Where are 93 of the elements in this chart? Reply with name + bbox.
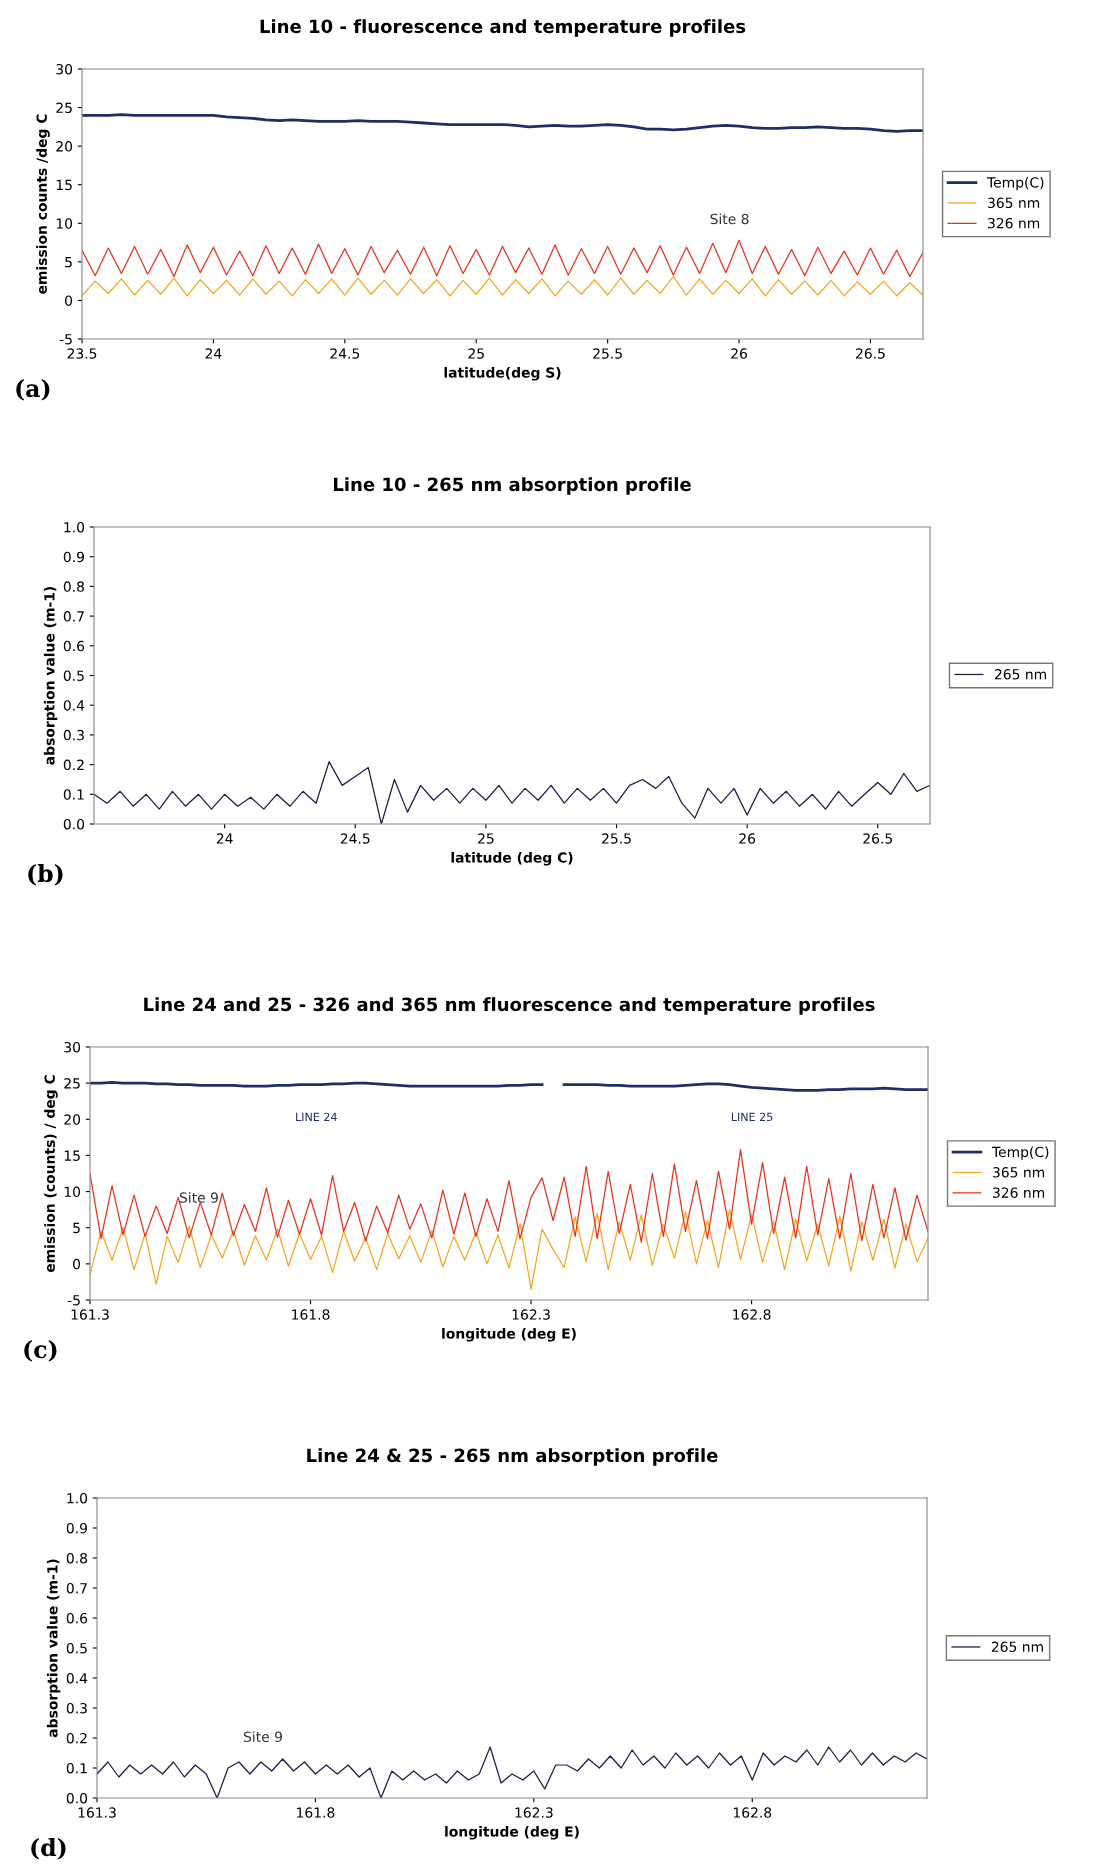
line-series — [82, 239, 923, 278]
y-tick-label: 0.5 — [66, 1642, 87, 1654]
y-axis-title: emission counts /deg C — [36, 114, 50, 294]
x-axis-title: longitude (deg E) — [445, 1826, 579, 1840]
y-tick-label: 0.9 — [63, 551, 84, 563]
line-series — [90, 1149, 928, 1243]
line-series — [82, 113, 923, 133]
x-tick-label: 25.5 — [593, 348, 622, 359]
chart-title: Line 24 and 25 - 326 and 365 nm fluorescence and temperature profiles — [144, 997, 875, 1015]
y-tick-label: 30 — [64, 1041, 81, 1053]
y-tick-label: 0 — [73, 1258, 81, 1270]
annotation: LINE 24 — [296, 1112, 337, 1121]
y-tick-label: 0.8 — [63, 581, 85, 592]
y-tick-label: 20 — [64, 1114, 81, 1125]
y-tick-label: 25 — [64, 1078, 80, 1089]
legend-label: 365 nm — [988, 197, 1040, 209]
y-tick-label: 0.0 — [66, 1792, 88, 1804]
x-tick-label: 25 — [468, 348, 484, 359]
x-tick-label: 23.5 — [67, 348, 97, 359]
y-tick-label: 0.3 — [63, 729, 84, 741]
y-tick-label: 0.2 — [63, 759, 84, 771]
y-tick-label: 0.5 — [63, 670, 84, 681]
y-tick-label: 0.4 — [66, 1672, 88, 1684]
text: (c) — [24, 1340, 57, 1362]
y-tick-label: 0.6 — [63, 640, 85, 652]
x-tick-label: 161.8 — [292, 1309, 330, 1320]
y-tick-label: 5 — [73, 1222, 80, 1234]
y-tick-label: 10 — [64, 1186, 81, 1198]
legend-label: 265 nm — [994, 669, 1047, 680]
x-tick-label: 162.8 — [733, 1309, 771, 1320]
annotation: Site 9 — [179, 1192, 218, 1203]
x-axis-title: latitude(deg S) — [444, 367, 561, 381]
x-tick-label: 25.5 — [602, 833, 631, 844]
x-tick-label: 24 — [216, 833, 233, 844]
y-tick-label: 1.0 — [64, 521, 85, 533]
y-tick-label: -5 — [67, 1295, 80, 1306]
annotation: LINE 25 — [731, 1112, 773, 1122]
y-axis-title: emission (counts) / deg C — [44, 1075, 58, 1273]
y-tick-label: 0.1 — [63, 789, 84, 800]
y-tick-label: 15 — [56, 179, 72, 191]
y-tick-label: -5 — [59, 334, 72, 345]
y-tick-label: 0.4 — [63, 700, 85, 711]
y-tick-label: 0.7 — [66, 1582, 87, 1594]
y-tick-label: 0.3 — [66, 1702, 87, 1714]
y-tick-label: 0 — [65, 295, 73, 306]
x-tick-label: 25 — [478, 833, 494, 844]
y-tick-label: 5 — [65, 257, 72, 268]
x-tick-label: 162.3 — [515, 1807, 553, 1818]
y-axis-title: absorption value (m-1) — [43, 586, 58, 765]
y-tick-label: 0.0 — [63, 818, 85, 830]
x-axis-title: latitude (deg C) — [451, 852, 573, 866]
text: (a) — [16, 379, 50, 401]
x-tick-label: 24.5 — [330, 348, 360, 359]
y-tick-label: 0.7 — [63, 611, 84, 622]
x-tick-label: 161.8 — [297, 1807, 335, 1818]
x-tick-label: 161.3 — [78, 1807, 116, 1818]
x-tick-label: 26.5 — [863, 833, 892, 844]
y-tick-label: 15 — [64, 1150, 80, 1161]
annotation: Site 9 — [243, 1731, 282, 1743]
chart-title: Line 10 - fluorescence and temperature profiles — [260, 19, 746, 37]
y-tick-label: 1.0 — [67, 1492, 88, 1504]
legend-label: 326 nm — [993, 1187, 1045, 1198]
x-tick-label: 26.5 — [855, 348, 885, 359]
y-axis-title: absorption value (m-1) — [46, 1559, 61, 1738]
y-tick-label: 0.1 — [66, 1762, 87, 1774]
y-tick-label: 0.8 — [66, 1552, 88, 1564]
y-tick-label: 10 — [56, 218, 73, 229]
x-tick-label: 161.3 — [71, 1309, 109, 1320]
chart-title: Line 24 & 25 - 265 nm absorption profile — [307, 1448, 718, 1466]
x-tick-label: 162.8 — [733, 1807, 772, 1818]
x-tick-label: 26 — [731, 348, 747, 359]
y-tick-label: 0.6 — [66, 1612, 88, 1624]
legend-label: 326 nm — [988, 217, 1040, 229]
line-series — [90, 1209, 928, 1290]
x-tick-label: 24 — [205, 348, 222, 359]
x-tick-label: 26 — [739, 833, 756, 844]
legend-label: Temp(C) — [986, 176, 1044, 191]
text: (b) — [28, 864, 63, 886]
chart-title: Line 10 - 265 nm absorption profile — [333, 477, 691, 495]
y-tick-label: 30 — [56, 63, 73, 75]
legend-label: 365 nm — [993, 1167, 1045, 1178]
legend-label: Temp(C) — [991, 1146, 1049, 1160]
x-tick-label: 162.3 — [512, 1309, 550, 1320]
annotation: Site 8 — [710, 213, 749, 225]
x-axis-title: longitude (deg E) — [442, 1328, 576, 1342]
y-tick-label: 0.9 — [66, 1522, 87, 1534]
y-tick-label: 0.2 — [66, 1732, 87, 1744]
legend-label: 265 nm — [991, 1641, 1043, 1653]
y-tick-label: 20 — [56, 141, 73, 152]
text: (d) — [31, 1838, 66, 1860]
y-tick-label: 25 — [56, 102, 72, 114]
line-series — [82, 275, 923, 297]
x-tick-label: 24.5 — [340, 833, 370, 844]
